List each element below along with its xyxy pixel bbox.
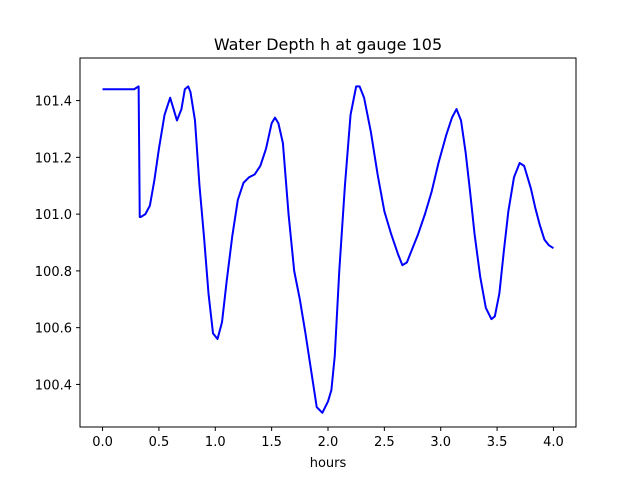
series-layer	[102, 85, 554, 414]
x-tick-label: 0.0	[92, 435, 113, 450]
x-axis: 0.0 0.5 1.0 1.5 2.0 2.5 3.0 3.5 4.0	[92, 427, 564, 450]
x-tick-label: 3.0	[430, 435, 451, 450]
x-tick-label: 1.5	[261, 435, 282, 450]
x-tick-label: 1.0	[205, 435, 226, 450]
y-tick-label: 101.2	[35, 151, 72, 166]
x-tick-label: 2.5	[374, 435, 395, 450]
x-tick-label: 4.0	[543, 435, 564, 450]
series-line	[102, 85, 554, 414]
y-tick-label: 100.4	[35, 378, 72, 393]
x-tick-label: 3.5	[487, 435, 508, 450]
y-tick-label: 101.0	[35, 208, 72, 223]
chart-title: Water Depth h at gauge 105	[214, 35, 442, 54]
x-tick-label: 0.5	[149, 435, 170, 450]
y-tick-label: 101.4	[35, 95, 72, 110]
y-tick-label: 100.8	[35, 265, 72, 280]
x-axis-label: hours	[310, 456, 347, 471]
y-axis: 100.4 100.6 100.8 101.0 101.2 101.4	[35, 95, 80, 393]
y-tick-label: 100.6	[35, 322, 72, 337]
x-tick-label: 2.0	[318, 435, 339, 450]
